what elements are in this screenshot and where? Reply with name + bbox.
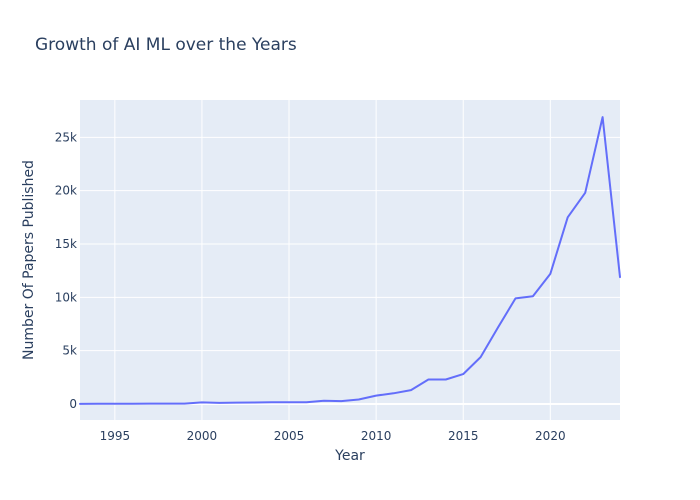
x-gridlines <box>114 100 551 420</box>
y-tick-labels: 0 5k 10k 15k 20k 25k <box>55 130 77 411</box>
x-tick-label: 2005 <box>274 429 305 443</box>
x-tick-label: 2020 <box>535 429 566 443</box>
data-points <box>79 117 621 404</box>
x-tick-label: 2015 <box>448 429 479 443</box>
series-line <box>79 116 621 405</box>
y-tick-label: 5k <box>62 344 77 358</box>
x-tick-label: 2010 <box>361 429 392 443</box>
y-tick-label: 10k <box>55 290 77 304</box>
y-tick-label: 20k <box>55 184 77 198</box>
x-tick-labels: 1995 2000 2005 2010 2015 2020 <box>100 429 566 443</box>
y-axis-label: Number Of Papers Published <box>21 160 37 360</box>
y-tick-label: 25k <box>55 130 77 144</box>
plot-area <box>80 100 620 420</box>
x-tick-label: 1995 <box>100 429 131 443</box>
x-tick-label: 2000 <box>187 429 218 443</box>
x-axis-label: Year <box>334 448 365 464</box>
y-tick-label: 0 <box>69 397 77 411</box>
y-tick-label: 15k <box>55 237 77 251</box>
chart-title: Growth of AI ML over the Years <box>35 35 297 55</box>
